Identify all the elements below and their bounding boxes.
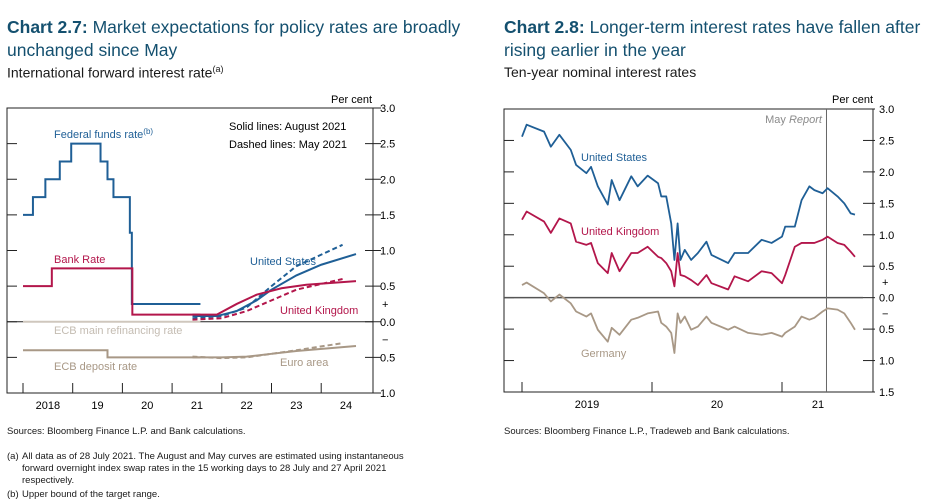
x-tick-label: 21 (191, 400, 203, 412)
source-note-right: Sources: Bloomberg Finance L.P., Tradewe… (504, 426, 790, 437)
y-tick-label: + (382, 299, 388, 311)
chart-subtitle-left: International forward interest rate(a) (7, 64, 223, 81)
x-tick-label: 2018 (36, 400, 60, 412)
series-line-united-kingdom-may (192, 278, 343, 321)
y-axis-unit: Per cent (832, 94, 873, 106)
x-tick-label: 21 (812, 399, 824, 411)
y-tick-label: 0.0 (879, 293, 894, 305)
plot-frame (503, 108, 874, 393)
y-tick-label: 1.5 (380, 210, 395, 222)
label-germany: Germany (581, 348, 627, 360)
y-tick-label: 1.5 (879, 387, 894, 399)
series-line-bank-rate (23, 267, 201, 316)
series-line-ecb-deposit-rate (23, 349, 201, 359)
x-tick-label: 24 (340, 400, 352, 412)
series-line-federal-funds-rate (23, 142, 201, 305)
footnote-label: (b) (7, 489, 19, 500)
footnote-a: (a) All data as of 28 July 2021. The Aug… (7, 451, 427, 487)
series-line-united-states-may (192, 243, 343, 320)
y-tick-label: 0.5 (879, 261, 894, 273)
y-axis-unit: Per cent (331, 94, 372, 106)
y-tick-label: 1.0 (380, 246, 395, 258)
x-tick-label: 23 (290, 400, 302, 412)
chart-number: Chart 2.7: (7, 17, 88, 37)
label-bank-rate: Bank Rate (54, 254, 105, 266)
chart-number: Chart 2.8: (504, 17, 585, 37)
series-line-germany (521, 281, 856, 354)
label-ecb-main-refinancing-rate: ECB main refinancing rate (54, 325, 182, 337)
x-tick-label: 19 (91, 400, 103, 412)
series-line-united-kingdom (192, 280, 357, 316)
y-tick-label: 1.0 (879, 356, 894, 368)
y-tick-label: − (882, 308, 888, 320)
y-tick-label: 0.5 (380, 281, 395, 293)
x-tick-label: 2019 (575, 399, 599, 411)
chart-title-right: Chart 2.8: Longer-term interest rates ha… (504, 16, 931, 62)
chart-title-text: Market expectations for policy rates are… (7, 17, 461, 60)
footnote-text: Upper bound of the target range. (22, 489, 160, 500)
label-federal-funds-rate: Federal funds rate(b) (54, 127, 153, 141)
legend-dashed-note: Dashed lines: May 2021 (229, 139, 347, 151)
chart-subtitle-right: Ten-year nominal interest rates (504, 64, 697, 80)
footnote-b: (b) Upper bound of the target range. (7, 489, 427, 501)
y-tick-label: 1.0 (879, 230, 894, 242)
label-euro-area: Euro area (280, 357, 329, 369)
label-united-states: United States (250, 256, 317, 268)
series-line-euro-area-may (192, 342, 343, 360)
y-tick-label: − (382, 335, 388, 347)
y-tick-label: 0.5 (380, 352, 395, 364)
label-ecb-deposit-rate: ECB deposit rate (54, 361, 137, 373)
chart-title-text: Longer-term interest rates have fallen a… (504, 17, 921, 60)
subtitle-footnote-ref: (a) (212, 64, 224, 74)
y-tick-label: 2.5 (380, 139, 395, 151)
y-tick-label: 0.0 (380, 317, 395, 329)
y-tick-label: 2.5 (879, 135, 894, 147)
x-tick-label: 20 (141, 400, 153, 412)
y-tick-label: 2.0 (879, 167, 894, 179)
y-tick-label: 0.5 (879, 324, 894, 336)
label-united-kingdom: United Kingdom (280, 305, 358, 317)
series-line-euro-area (192, 344, 357, 359)
chart-title-left: Chart 2.7: Market expectations for polic… (7, 16, 477, 62)
series-line-united-states (521, 123, 856, 264)
y-tick-label: 2.0 (380, 174, 395, 186)
y-tick-label: 3.0 (879, 104, 894, 116)
y-tick-label: 1.5 (879, 198, 894, 210)
source-note-left: Sources: Bloomberg Finance L.P. and Bank… (7, 426, 246, 437)
x-tick-label: 22 (241, 400, 253, 412)
may-report-label: May Report (765, 114, 823, 126)
footnote-text: All data as of 28 July 2021. The August … (22, 451, 404, 486)
y-tick-label: 3.0 (380, 103, 395, 115)
y-tick-label: 1.0 (380, 388, 395, 400)
subtitle-text: International forward interest rate (7, 64, 213, 81)
y-tick-label: + (882, 277, 888, 289)
series-line-united-kingdom (521, 210, 856, 291)
legend-solid-note: Solid lines: August 2021 (229, 121, 346, 133)
label-united-states: United States (581, 152, 648, 164)
footnote-label: (a) (7, 451, 19, 462)
label-united-kingdom: United Kingdom (581, 226, 659, 238)
x-tick-label: 20 (711, 399, 723, 411)
